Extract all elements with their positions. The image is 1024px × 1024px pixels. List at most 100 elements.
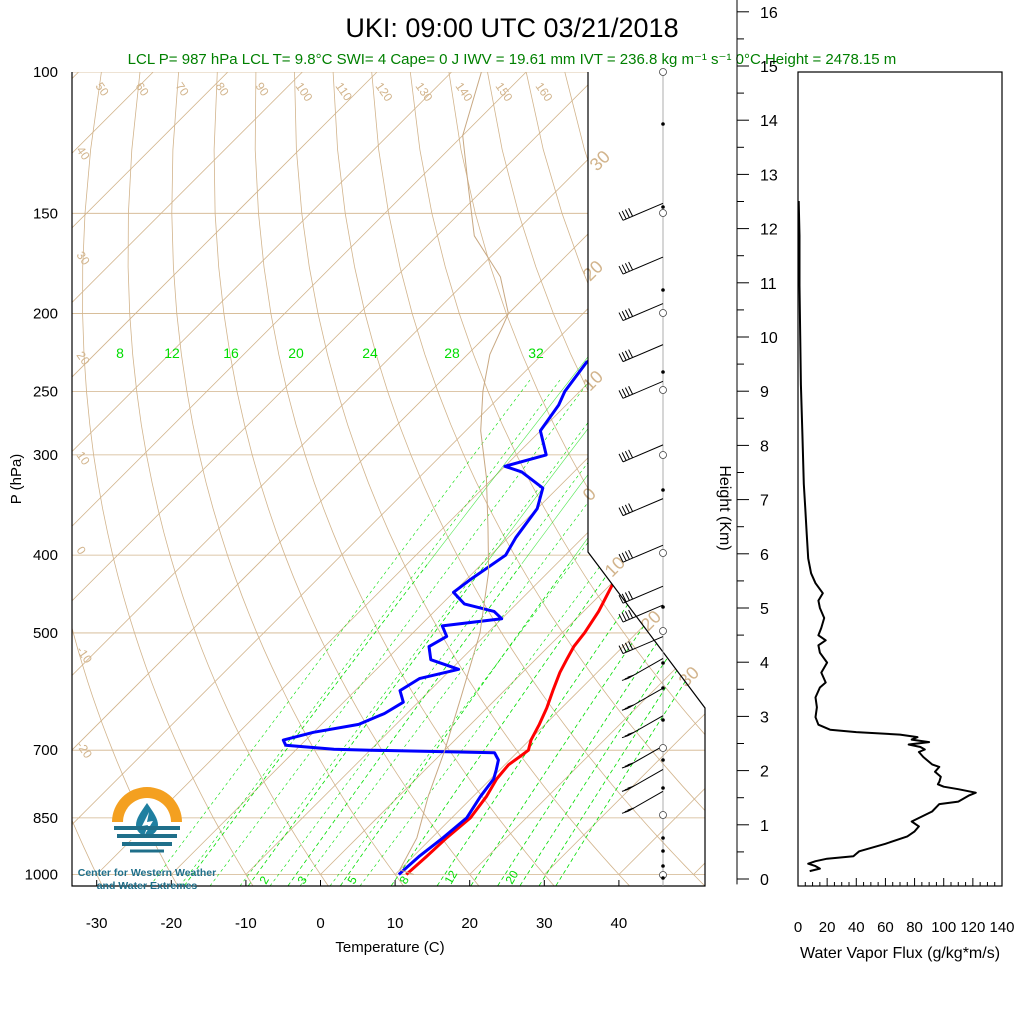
- wind-barb-feather: [628, 641, 634, 650]
- temp-tick-label: -20: [160, 915, 182, 932]
- temp-tick-label: 20: [461, 915, 478, 932]
- pressure-tick-label: 850: [33, 810, 58, 827]
- lightning-icon: [142, 812, 153, 836]
- dry-adiabat-line: [371, 72, 705, 886]
- mixing-ratio-line-upper: [730, 331, 890, 564]
- level-dot: [661, 605, 665, 609]
- level-circle: [659, 209, 667, 217]
- isotherm-label: 110: [333, 80, 356, 104]
- height-tick-label: 10: [760, 330, 778, 347]
- wind-barb-feather: [621, 552, 627, 562]
- dry-adiabat-line: [564, 72, 705, 886]
- wind-barb-feather: [621, 644, 627, 653]
- mixing-ratio-line-upper: [614, 330, 705, 564]
- dry-adiabat-line: [254, 72, 560, 886]
- skewt-grid: [72, 72, 890, 886]
- adiabat-label: 30: [586, 147, 614, 175]
- wind-barb-feather: [624, 733, 631, 737]
- mixing-ratio-label: 5: [344, 873, 360, 886]
- level-dot: [661, 864, 665, 868]
- wind-barb-feather: [627, 674, 634, 678]
- isotherm-line: [320, 72, 705, 875]
- flux-plot-frame: [797, 71, 1003, 887]
- logo-text-line2: and Water Extremes: [97, 880, 198, 892]
- level-circle: [659, 627, 667, 635]
- height-tick-label: 2: [760, 764, 769, 781]
- isotherm-label: 50: [93, 80, 112, 99]
- temperature-profile: [405, 212, 705, 876]
- dewpoint-profile: [281, 212, 704, 876]
- wind-barb-feather: [624, 350, 630, 360]
- level-dot: [661, 661, 665, 665]
- flux-tick-label: 20: [819, 919, 836, 936]
- isotherm-line: [72, 72, 705, 875]
- wind-barb-feather: [621, 352, 627, 361]
- wind-barb-feather: [624, 504, 630, 514]
- pressure-tick-label: 200: [33, 306, 58, 323]
- wind-barb-feather: [618, 312, 624, 321]
- level-dot: [661, 288, 665, 292]
- mixing-ratio-label: 24: [362, 345, 378, 361]
- isotherm-label: 140: [453, 80, 476, 105]
- level-circle: [659, 309, 667, 317]
- isotherm-label: 120: [373, 80, 396, 105]
- wind-barb-feather: [618, 212, 624, 221]
- wind-barb-feather: [618, 353, 624, 362]
- isotherm-label: 10: [74, 449, 93, 468]
- mixing-ratio-label: 12: [441, 868, 460, 887]
- isotherm-line: [245, 72, 705, 875]
- wind-barb-feather: [621, 264, 627, 273]
- wind-barb-feather: [624, 387, 630, 396]
- dry-adiabat-line: [409, 72, 705, 886]
- wind-barb-staff: [622, 444, 664, 463]
- isotherm-label: -10: [74, 644, 96, 667]
- isotherm-label: 130: [413, 80, 436, 105]
- wind-barb-feather: [618, 553, 624, 563]
- wind-barb-feather: [624, 642, 630, 652]
- wind-barb-feather: [628, 208, 634, 217]
- flux-tick-label: 140: [989, 919, 1014, 936]
- logo-text-line1: Center for Western Weather: [78, 867, 216, 879]
- flux-tick-label: 40: [848, 919, 865, 936]
- mixing-ratio-line: [243, 563, 487, 886]
- temp-tick-label: -30: [86, 915, 108, 932]
- wind-barb-staff: [622, 544, 664, 563]
- wind-barb-feather: [627, 807, 634, 811]
- height-tick-label: 5: [760, 601, 769, 618]
- isotherm-label: 80: [213, 80, 232, 99]
- wind-barb-feather: [627, 785, 634, 789]
- temp-tick-label: -10: [235, 915, 257, 932]
- dry-adiabat-line: [82, 72, 257, 886]
- wind-barb-feather: [618, 507, 624, 516]
- wind-barb-staff: [622, 636, 664, 655]
- height-tick-label: 1: [760, 818, 769, 835]
- mixing-ratio-label: 8: [396, 873, 412, 886]
- flux-tick-label: 60: [877, 919, 894, 936]
- skewt-frame-right: [587, 72, 706, 887]
- level-dot: [661, 122, 665, 126]
- wind-barb-staff: [627, 687, 664, 709]
- cw3e-logo: Center for Western Weather and Water Ext…: [78, 787, 216, 892]
- height-tick-label: 16: [760, 5, 778, 22]
- height-tick-label: 12: [760, 222, 778, 239]
- mixing-ratio-line: [493, 563, 705, 886]
- level-circle: [659, 811, 667, 819]
- wind-barb-feather: [618, 594, 624, 604]
- pressure-tick-label: 300: [33, 447, 58, 464]
- isotherm-line: [72, 72, 378, 875]
- wind-barb-feather: [621, 612, 627, 621]
- isotherm-line: [72, 72, 229, 875]
- mixing-ratio-line: [283, 563, 523, 886]
- dry-adiabat-line: [487, 72, 705, 886]
- level-circle: [659, 744, 667, 752]
- wind-barb-staff: [627, 657, 664, 679]
- wind-barb-feather: [618, 613, 624, 623]
- adiabat-label: 10: [601, 553, 629, 581]
- dry-adiabat-line: [603, 72, 705, 886]
- wind-barbs: [618, 68, 667, 886]
- skewt-series: [281, 72, 705, 876]
- isotherm-label: 60: [133, 80, 152, 99]
- mixing-ratio-label: 20: [502, 868, 521, 887]
